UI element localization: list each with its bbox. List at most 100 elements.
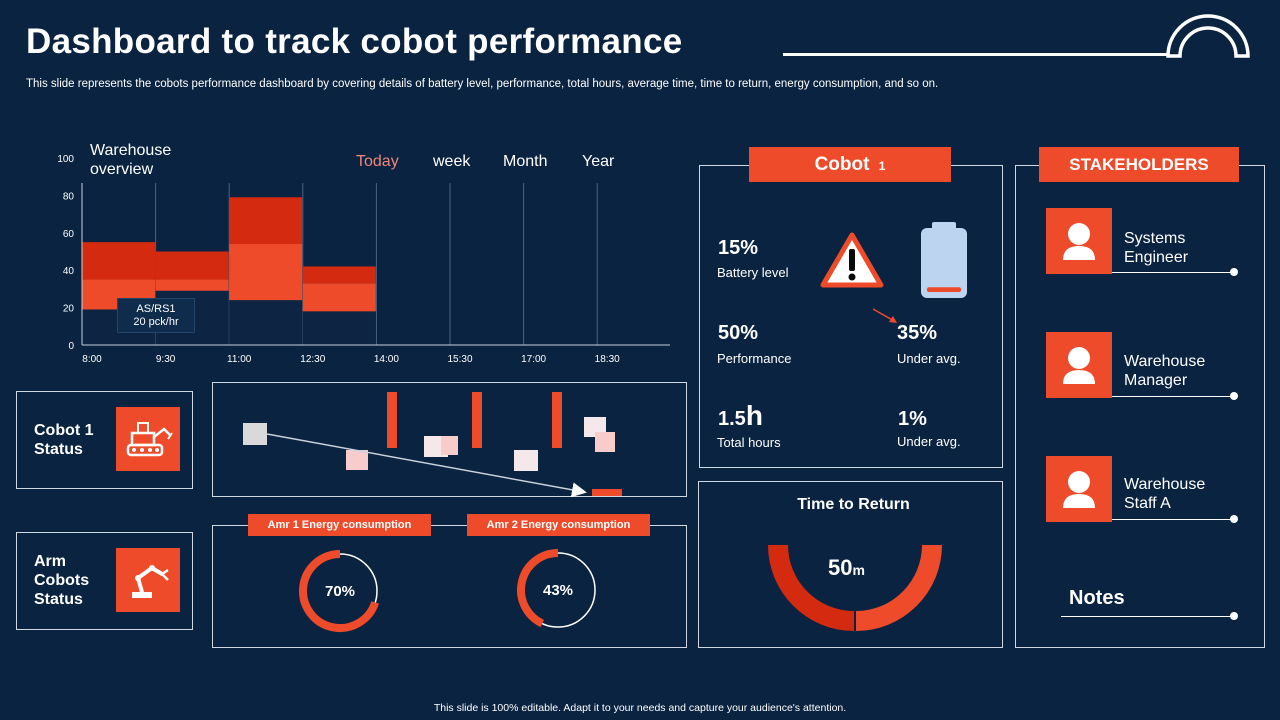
cobot1-status-label: Cobot 1 Status — [34, 421, 94, 459]
bar-segment-middle — [229, 244, 303, 301]
warning-icon — [820, 232, 884, 288]
donut-arc — [517, 549, 559, 628]
stakeholders-header: STAKEHOLDERS — [1039, 147, 1239, 182]
bar-segment-top — [82, 242, 155, 280]
stakeholder-3-dot — [1230, 515, 1238, 523]
warehouse-title: Warehouse overview — [90, 141, 200, 179]
y-tick-label: 80 — [63, 191, 75, 202]
stakeholder-name-1: Systems Engineer — [1124, 229, 1188, 267]
under-avg-value-2: 1% — [898, 408, 927, 430]
amr2-value: 43% — [542, 582, 574, 599]
y-tick-label: 20 — [63, 304, 75, 315]
y-tick-label: 0 — [68, 341, 74, 352]
notes-heading[interactable]: Notes — [1069, 587, 1125, 609]
tooltip-line2: 20 pck/hr — [133, 316, 179, 328]
bar-segment-base — [229, 300, 303, 345]
page-title: Dashboard to track cobot performance — [26, 22, 683, 61]
time-to-return-value: 50m — [828, 555, 865, 581]
cobot-header: Cobot 1 — [749, 147, 951, 182]
energy-panel — [212, 525, 687, 648]
time-to-return-number: 50 — [828, 555, 853, 580]
total-hours-value: 1.5h — [718, 400, 763, 432]
user-icon — [1046, 208, 1112, 274]
y-tick-label: 60 — [63, 229, 75, 240]
title-rule — [783, 53, 1168, 56]
amr2-energy-label: Amr 2 Energy consumption — [467, 514, 650, 536]
battery-icon — [921, 222, 967, 298]
flow-panel — [212, 382, 687, 497]
tab-month[interactable]: Month — [503, 153, 548, 170]
robot-arm-icon — [116, 548, 180, 612]
y-tick-label: 100 — [57, 154, 74, 165]
total-hours-unit: h — [745, 400, 763, 431]
bar-segment-middle — [155, 279, 229, 291]
arch-logo-icon — [1166, 14, 1250, 58]
battery-label: Battery level — [717, 265, 789, 280]
stakeholder-2-dot — [1230, 392, 1238, 400]
x-tick-label: 11:00 — [227, 354, 252, 365]
warehouse-title-text: Warehouse overview — [90, 142, 172, 178]
cobot1-status-card[interactable] — [16, 391, 193, 489]
tooltip-line1: AS/RS1 — [136, 303, 176, 315]
bar-segment-base — [302, 311, 376, 345]
x-tick-label: 9:30 — [156, 354, 176, 365]
performance-value: 50% — [718, 322, 759, 344]
arm-status-line1: Arm — [34, 553, 67, 570]
bar-segment-top — [229, 197, 303, 245]
x-tick-label: 15:30 — [447, 354, 472, 365]
stakeholder-3-line1: Warehouse — [1124, 476, 1206, 493]
warehouse-chart: 0 20 40 60 80 100 8:00 9:30 11:00 12:30 14:00 15:30… — [57, 154, 670, 365]
donut-arc — [299, 550, 379, 632]
user-icon — [1046, 332, 1112, 398]
tab-week[interactable]: week — [433, 153, 471, 170]
stakeholder-1-line — [1112, 272, 1234, 273]
cobot-robot-icon — [116, 407, 180, 471]
notes-dot — [1230, 612, 1238, 620]
stakeholder-2-line1: Warehouse — [1124, 353, 1206, 370]
cobot1-status-line1: Cobot 1 — [34, 422, 94, 439]
arm-cobots-status-card[interactable] — [16, 532, 193, 630]
x-tick-label: 17:00 — [521, 354, 546, 365]
performance-label: Performance — [717, 351, 792, 366]
tab-year[interactable]: Year — [582, 153, 615, 170]
stakeholder-name-3: Warehouse Staff A — [1124, 475, 1205, 513]
bar-segment-top — [155, 251, 229, 280]
stakeholder-2-line — [1112, 396, 1234, 397]
stakeholder-1-line2: Engineer — [1124, 249, 1189, 266]
under-avg-label-2: Under avg. — [897, 434, 961, 449]
flow-diagram — [243, 392, 622, 497]
amr1-donut — [299, 550, 379, 632]
y-tick-label: 40 — [63, 266, 75, 277]
flow-bars — [387, 392, 622, 496]
stakeholder-name-2: Warehouse Manager — [1124, 352, 1205, 390]
stakeholder-2-line2: Manager — [1124, 372, 1188, 389]
tab-today[interactable]: Today — [356, 153, 399, 170]
arm-status-line2: Cobots — [34, 572, 90, 589]
time-to-return-panel — [698, 481, 1003, 648]
stakeholder-3-line — [1112, 519, 1234, 520]
stakeholder-1-line1: Systems — [1124, 230, 1186, 247]
bar-segment-middle — [302, 283, 376, 312]
stakeholder-1-dot — [1230, 268, 1238, 276]
under-avg-label-1: Under avg. — [897, 351, 961, 366]
x-tick-label: 12:30 — [300, 354, 325, 365]
trend-arrow-icon — [872, 308, 897, 323]
flow-blocks — [243, 417, 615, 471]
x-tick-label: 8:00 — [82, 354, 102, 365]
cobot1-status-line2: Status — [34, 441, 83, 458]
cobot-header-text: Cobot — [814, 154, 870, 175]
stakeholder-3-line2: Staff A — [1124, 495, 1171, 512]
amr1-energy-label: Amr 1 Energy consumption — [248, 514, 431, 536]
chart-tooltip: AS/RS1 20 pck/hr — [117, 298, 195, 333]
footer-note: This slide is 100% editable. Adapt it to… — [433, 702, 847, 714]
under-avg-value-1: 35% — [897, 322, 938, 344]
arm-cobots-status-label: Arm Cobots Status — [34, 552, 89, 609]
total-hours-number: 1.5 — [718, 408, 746, 430]
amr1-value: 70% — [324, 583, 356, 600]
amr2-donut — [517, 549, 596, 628]
bar-segment-top — [302, 266, 376, 284]
page-subtitle: This slide represents the cobots perform… — [26, 78, 939, 90]
arm-status-line3: Status — [34, 591, 83, 608]
battery-value: 15% — [718, 237, 759, 259]
time-to-return-unit: m — [852, 562, 865, 578]
